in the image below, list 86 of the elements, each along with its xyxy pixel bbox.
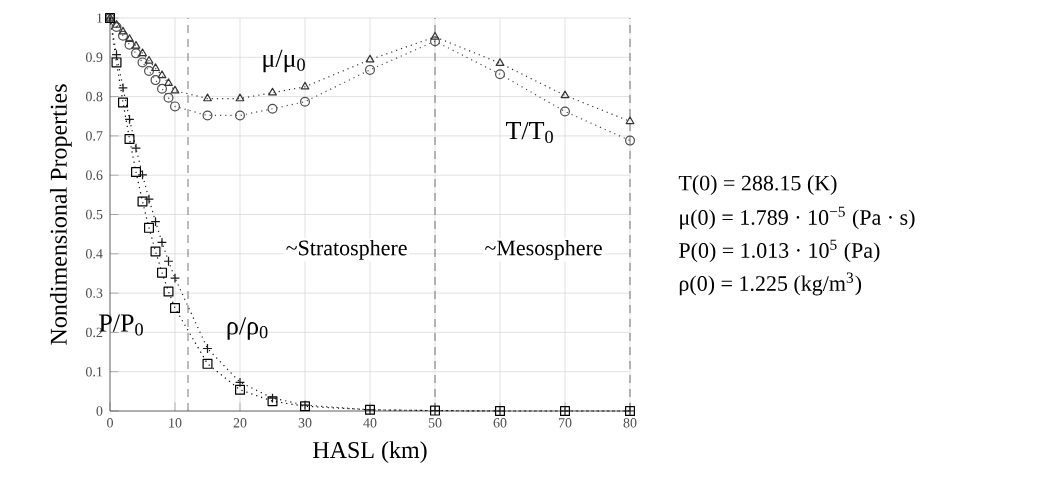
- point: [150, 246, 161, 257]
- point: [202, 358, 213, 369]
- point: [125, 34, 134, 43]
- y-tick-label: 0.4: [85, 249, 103, 259]
- point: [131, 167, 142, 178]
- x-tick-label: 0: [107, 418, 113, 428]
- point: [430, 36, 440, 47]
- x-tick-label: 20: [233, 418, 247, 428]
- point: [131, 40, 141, 49]
- x-tick-label: 50: [428, 418, 442, 428]
- series-label: T/T$_{0}$: [505, 121, 553, 144]
- y-tick-label: 0.6: [85, 170, 103, 180]
- point: [157, 237, 168, 248]
- x-tick-label: 30: [298, 418, 312, 428]
- series-label: μ/μ$_{0}$: [263, 49, 305, 73]
- point: [495, 69, 505, 80]
- point: [150, 75, 161, 86]
- point: [118, 26, 128, 35]
- point: [560, 90, 570, 99]
- point: [365, 64, 375, 75]
- point: [131, 143, 142, 154]
- text: P(0) = 1.013 · 10$^{5}$ (Pa): [679, 239, 880, 263]
- point: [118, 97, 129, 108]
- text: μ(0) = 1.789 · 10$^{−5}$ (Pa · s): [680, 206, 915, 230]
- point: [157, 70, 167, 79]
- text: ρ(0) = 1.225 (kg/m$^{3}$): [679, 272, 862, 296]
- point: [235, 384, 246, 395]
- y-tick-label: 1: [97, 13, 103, 23]
- annotation: ~Stratosphere: [286, 239, 407, 260]
- point: [203, 93, 212, 102]
- x-tick-label: 60: [493, 418, 507, 428]
- x-tick-label: 10: [169, 418, 182, 428]
- annotation: ~Mesosphere: [485, 239, 602, 260]
- y-axis-title: Nondimensional Properties: [49, 84, 72, 345]
- point: [137, 196, 148, 207]
- x-tick-label: 40: [363, 418, 377, 428]
- point: [124, 39, 135, 50]
- point: [157, 267, 168, 278]
- point: [163, 92, 174, 103]
- point: [235, 110, 246, 121]
- point: [625, 116, 635, 125]
- point: [268, 87, 277, 96]
- y-tick-label: 0.9: [85, 52, 103, 63]
- point: [170, 273, 181, 284]
- point: [430, 31, 440, 40]
- point: [111, 22, 122, 33]
- point: [118, 30, 129, 41]
- point: [144, 66, 155, 77]
- point: [625, 135, 635, 146]
- point: [137, 57, 148, 68]
- text: T(0) = 288.15 (K): [678, 175, 837, 195]
- point: [111, 57, 122, 68]
- y-tick-label: 0.7: [85, 131, 103, 141]
- point: [163, 286, 174, 297]
- x-tick-label: 80: [623, 418, 637, 428]
- point: [300, 96, 310, 107]
- point: [112, 20, 121, 28]
- point: [118, 82, 129, 93]
- y-tick-label: 0.3: [85, 288, 103, 298]
- series-label: ρ/ρ$_{0}$: [227, 317, 268, 340]
- y-tick-label: 0.8: [85, 91, 103, 102]
- point: [267, 103, 278, 114]
- point: [495, 58, 505, 66]
- x-axis-title: HASL (km): [313, 441, 427, 464]
- y-tick-label: 0.5: [85, 209, 103, 220]
- point: [170, 303, 181, 314]
- point: [144, 55, 154, 64]
- point: [144, 222, 155, 233]
- point: [157, 83, 168, 94]
- point: [170, 101, 181, 112]
- point: [124, 134, 135, 145]
- point: [144, 194, 155, 205]
- point: [170, 85, 180, 94]
- point: [560, 106, 570, 117]
- point: [365, 54, 375, 63]
- y-tick-label: 0.1: [85, 366, 103, 377]
- point: [300, 81, 310, 90]
- y-tick-label: 0: [96, 406, 103, 416]
- point: [235, 93, 245, 102]
- point: [202, 110, 213, 121]
- point: [151, 63, 160, 72]
- x-tick-label: 70: [558, 418, 572, 428]
- point: [235, 377, 246, 388]
- point: [138, 48, 147, 57]
- point: [131, 48, 142, 59]
- point: [164, 78, 173, 87]
